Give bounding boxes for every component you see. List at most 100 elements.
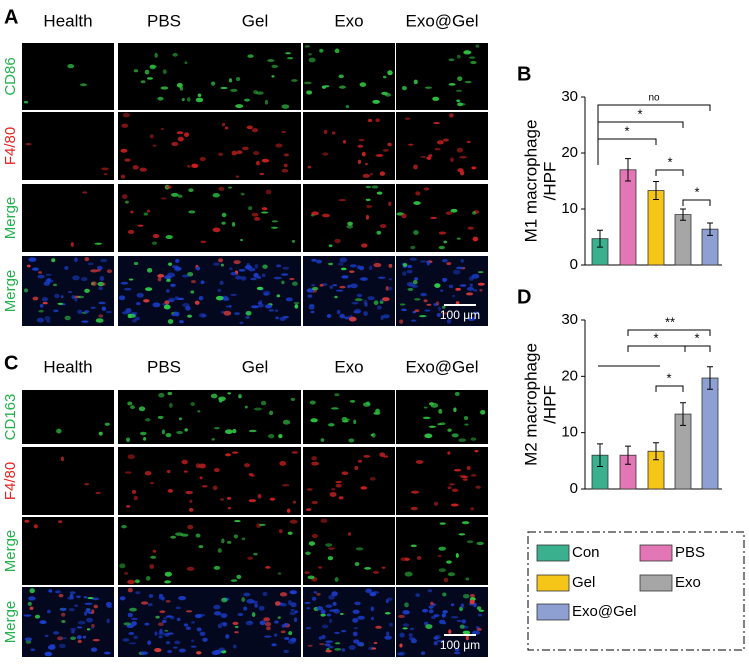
- cell: [357, 615, 365, 620]
- cell: [172, 52, 178, 57]
- cell: [42, 301, 48, 305]
- cell: [84, 310, 90, 314]
- cell: [458, 438, 467, 442]
- cell: [293, 301, 300, 305]
- cell: [328, 618, 333, 624]
- cell: [181, 459, 188, 465]
- cell: [76, 626, 83, 629]
- micrograph: [118, 517, 210, 585]
- cell: [273, 276, 282, 280]
- cell: [123, 622, 132, 626]
- cell: [183, 623, 189, 627]
- cell: [459, 624, 465, 629]
- cell: [291, 239, 296, 243]
- cell: [91, 609, 95, 614]
- cell: [409, 257, 417, 261]
- cell: [162, 303, 166, 306]
- cell: [459, 284, 467, 287]
- legend-box: [527, 531, 745, 651]
- cell: [446, 318, 452, 324]
- cell: [101, 306, 107, 311]
- cell: [436, 140, 444, 145]
- cell: [423, 406, 428, 409]
- cell: [475, 44, 480, 48]
- cell: [285, 52, 291, 55]
- cell: [262, 591, 268, 597]
- cell: [175, 532, 184, 536]
- cell: [98, 301, 106, 305]
- cell: [320, 518, 328, 523]
- cell: [212, 192, 220, 198]
- cell: [127, 401, 133, 406]
- cell: [384, 93, 391, 97]
- micrograph: [22, 112, 114, 180]
- cell: [265, 565, 271, 569]
- cell: [277, 572, 282, 575]
- cell: [354, 465, 359, 470]
- cell: [416, 555, 422, 561]
- cell: [355, 547, 364, 551]
- cell: [133, 261, 139, 266]
- cell: [186, 566, 195, 571]
- cell: [140, 601, 149, 605]
- cell: [166, 279, 171, 283]
- cell: [399, 651, 406, 656]
- cell: [211, 438, 215, 441]
- cell: [363, 311, 368, 316]
- cell: [371, 591, 380, 594]
- cell: [164, 629, 169, 632]
- cell: [214, 427, 220, 430]
- cell: [311, 283, 316, 287]
- cell: [422, 416, 431, 420]
- cell: [328, 423, 335, 427]
- cell: [122, 638, 130, 642]
- cell: [168, 297, 175, 303]
- cell: [130, 405, 135, 410]
- cell: [292, 281, 298, 286]
- micrograph: [22, 390, 114, 444]
- cell: [438, 245, 445, 250]
- cell: [373, 300, 379, 306]
- cell: [165, 599, 171, 603]
- cell: [325, 604, 333, 608]
- column-label: PBS: [147, 357, 181, 376]
- cell: [352, 618, 359, 623]
- cell: [285, 297, 293, 302]
- cell: [460, 475, 469, 479]
- cell: [340, 267, 347, 271]
- cell: [210, 393, 218, 399]
- cell: [348, 645, 356, 650]
- cell: [470, 593, 475, 598]
- cell: [95, 491, 101, 495]
- cell: [274, 601, 281, 606]
- cell: [36, 317, 45, 323]
- significance-label: *: [637, 106, 642, 121]
- error-bar: [707, 366, 713, 390]
- cell: [384, 635, 393, 640]
- cell: [154, 648, 162, 653]
- cell: [245, 620, 254, 626]
- cell: [136, 301, 141, 306]
- cell: [311, 456, 318, 461]
- cell: [353, 419, 357, 425]
- cell: [93, 604, 98, 609]
- cell: [369, 265, 373, 271]
- cell: [336, 309, 341, 315]
- cell: [244, 405, 248, 409]
- cell: [148, 593, 154, 599]
- cell: [233, 534, 239, 539]
- cell: [372, 99, 380, 104]
- cell: [442, 138, 449, 142]
- cell: [365, 214, 370, 220]
- cell: [357, 144, 364, 148]
- cell: [277, 616, 281, 620]
- cell: [271, 64, 279, 69]
- cell: [328, 262, 334, 266]
- micrograph: [303, 390, 395, 444]
- cell: [331, 488, 335, 491]
- cell: [165, 235, 173, 240]
- cell: [160, 86, 169, 90]
- cell: [470, 437, 477, 441]
- cell: [248, 499, 257, 503]
- cell: [426, 156, 432, 160]
